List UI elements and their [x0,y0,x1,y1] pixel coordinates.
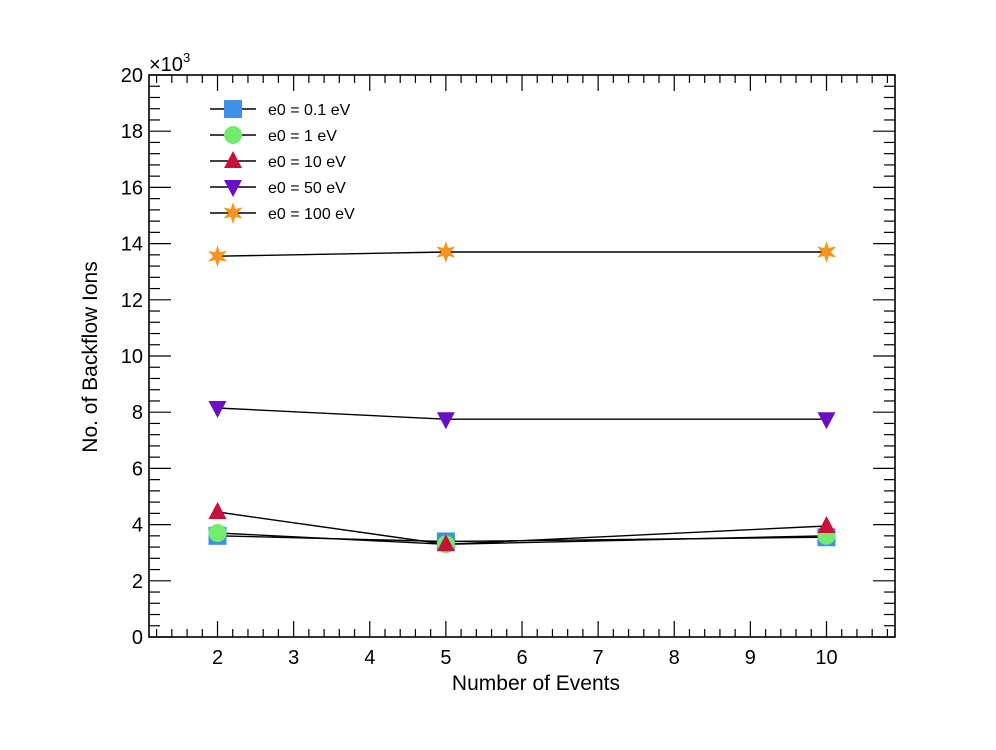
data-point [207,245,228,268]
data-point [208,400,227,418]
x-tick-label: 5 [440,647,451,669]
series-line [217,511,827,546]
x-tick-label: 3 [288,647,299,669]
y-tick-label: 8 [132,402,143,424]
legend-label: e0 = 10 eV [268,154,346,171]
data-point [817,412,836,430]
legend-entry: e0 = 50 eV [210,180,346,197]
x-tick-label: 4 [364,647,375,669]
y-axis-title: No. of Backflow Ions [79,261,102,452]
data-point [208,501,227,519]
y-tick-labels: 0 2 4 6 8 10 12 14 16 18 20 [121,65,143,649]
y-tick-label: 14 [121,234,143,256]
y-tick-label: 4 [132,515,143,537]
x-tick-label: 2 [212,647,223,669]
legend-label: e0 = 0.1 eV [268,102,351,119]
series-markers-2 [208,501,836,552]
legend-entry: e0 = 100 eV [210,202,355,224]
plot-frame [148,74,896,638]
legend-marker [224,100,242,118]
legend-label: e0 = 100 eV [268,206,355,223]
series-markers-4 [207,241,837,268]
y-tick-label: 2 [132,571,143,593]
legend-marker [224,126,242,144]
series-line [217,251,827,257]
axis-ticks [149,74,895,638]
legend: e0 = 0.1 eV e0 = 1 eV e0 = 10 eV e0 = 50 eV… [210,100,355,224]
y-tick-label: 18 [121,121,143,143]
x-axis-title: Number of Events [452,672,620,695]
y-multiplier-exponent: 3 [183,50,190,65]
x-tick-labels: 2 3 4 5 6 7 8 9 10 [212,647,838,669]
y-tick-label: 16 [121,177,143,199]
series-line [217,407,827,420]
y-multiplier-label: ×103 [149,50,190,76]
data-point [436,534,455,552]
y-tick-label: 10 [121,346,143,368]
data-point [816,241,837,264]
legend-entry: e0 = 0.1 eV [210,100,351,119]
data-point [817,516,836,534]
legend-marker [223,202,243,224]
legend-label: e0 = 1 eV [268,128,337,145]
y-tick-label: 20 [121,65,143,87]
data-point [208,524,227,543]
series-3 [217,407,827,420]
x-tick-label: 7 [593,647,604,669]
y-tick-label: 0 [132,627,143,649]
x-tick-label: 6 [516,647,527,669]
series-layer [207,241,837,554]
series-4 [217,251,827,257]
x-tick-label: 9 [745,647,756,669]
legend-entry: e0 = 10 eV [210,151,346,171]
legend-entry: e0 = 1 eV [210,126,337,145]
legend-marker [224,151,242,168]
x-tick-label: 8 [669,647,680,669]
series-markers-3 [208,400,836,430]
series-2 [217,511,827,546]
x-tick-label: 10 [815,647,837,669]
data-point [436,241,456,264]
y-tick-label: 12 [121,290,143,312]
legend-marker [224,180,242,197]
y-tick-label: 6 [132,458,143,480]
data-point [436,412,455,430]
legend-label: e0 = 50 eV [268,180,346,197]
